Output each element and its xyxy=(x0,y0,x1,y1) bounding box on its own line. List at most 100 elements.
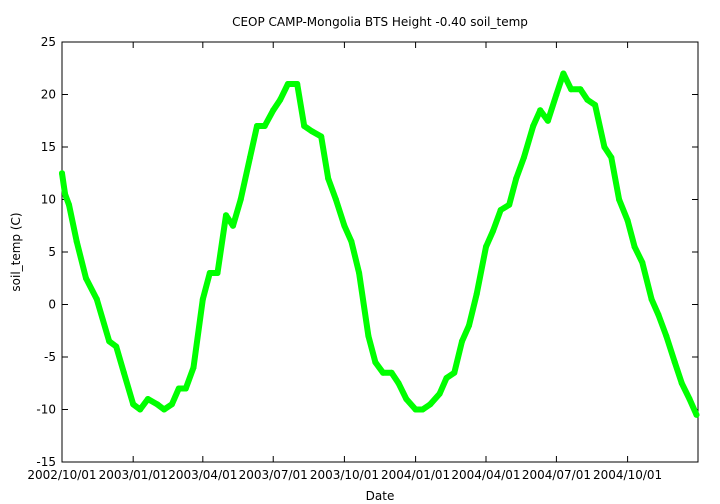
data-point xyxy=(372,359,379,366)
data-point xyxy=(59,170,65,177)
data-point xyxy=(93,296,100,303)
data-point xyxy=(601,144,608,150)
data-point xyxy=(325,175,332,182)
data-point xyxy=(175,385,182,392)
x-tick-label: 2004/07/01 xyxy=(522,468,591,482)
y-tick-label: 5 xyxy=(48,245,56,259)
data-point xyxy=(465,322,472,329)
data-point xyxy=(199,296,206,303)
series-line-soil_temp xyxy=(59,70,700,418)
y-tick-label: -5 xyxy=(44,350,56,364)
y-tick-label: 20 xyxy=(41,88,56,102)
data-point xyxy=(639,259,646,266)
data-point xyxy=(62,191,69,198)
data-point xyxy=(436,390,443,397)
data-point xyxy=(560,70,567,77)
data-point xyxy=(301,123,308,129)
data-point xyxy=(655,312,662,318)
data-point xyxy=(427,401,434,408)
data-point xyxy=(261,123,268,129)
data-point xyxy=(592,102,599,108)
data-point xyxy=(130,401,137,408)
data-point xyxy=(270,107,277,114)
data-point xyxy=(483,243,489,250)
data-point xyxy=(506,201,513,208)
data-point xyxy=(253,123,260,129)
data-point xyxy=(693,411,700,418)
data-point xyxy=(489,228,496,234)
data-point xyxy=(137,406,144,413)
data-point xyxy=(82,275,89,282)
data-point xyxy=(616,196,623,203)
x-tick-label: 2003/04/01 xyxy=(168,468,237,482)
data-point xyxy=(182,385,189,392)
data-point xyxy=(648,296,655,303)
x-tick-label: 2004/10/01 xyxy=(593,468,662,482)
data-point xyxy=(577,86,584,93)
data-point xyxy=(348,238,355,245)
y-tick-label: 25 xyxy=(41,35,56,49)
data-point xyxy=(513,175,520,182)
data-point xyxy=(473,291,480,297)
data-point xyxy=(229,222,236,229)
data-point xyxy=(608,154,615,161)
data-point xyxy=(190,364,197,371)
x-tick-label: 2004/01/01 xyxy=(381,468,450,482)
data-point xyxy=(318,133,325,140)
data-point xyxy=(308,128,315,135)
data-point xyxy=(154,401,161,408)
data-point xyxy=(663,333,670,339)
data-point xyxy=(671,359,678,366)
data-point xyxy=(341,222,348,229)
data-point xyxy=(106,338,113,345)
y-tick-label: 15 xyxy=(41,140,56,154)
y-axis-label: soil_temp (C) xyxy=(9,212,23,291)
data-point xyxy=(678,380,685,387)
data-point xyxy=(388,369,395,376)
data-point xyxy=(537,107,544,114)
data-point xyxy=(451,369,458,376)
data-point xyxy=(412,406,419,413)
data-point xyxy=(459,338,466,345)
data-series xyxy=(59,70,700,418)
x-tick-label: 2003/07/01 xyxy=(239,468,308,482)
chart-title: CEOP CAMP-Mongolia BTS Height -0.40 soil… xyxy=(232,15,528,29)
data-point xyxy=(247,154,254,161)
data-point xyxy=(380,369,387,376)
data-point xyxy=(520,154,527,161)
data-point xyxy=(144,396,151,402)
plot-frame xyxy=(61,41,699,463)
x-tick-label: 2002/10/01 xyxy=(27,468,96,482)
data-point xyxy=(65,201,72,208)
x-tick-label: 2003/01/01 xyxy=(99,468,168,482)
data-point xyxy=(237,196,244,203)
data-point xyxy=(403,396,410,402)
data-point xyxy=(223,212,230,219)
data-point xyxy=(284,81,291,87)
y-tick-label: -10 xyxy=(36,403,56,417)
data-point xyxy=(686,396,693,402)
data-point xyxy=(568,86,575,93)
data-point xyxy=(584,96,591,103)
data-point xyxy=(497,207,504,213)
data-point xyxy=(294,81,301,87)
data-point xyxy=(356,270,363,276)
data-point xyxy=(73,238,80,245)
data-point xyxy=(161,406,168,413)
data-point xyxy=(624,217,631,224)
data-point xyxy=(168,401,175,408)
data-point xyxy=(214,270,221,276)
data-point xyxy=(530,123,537,129)
data-point xyxy=(277,96,284,103)
data-point xyxy=(206,270,213,276)
x-axis-label: Date xyxy=(366,489,395,503)
data-point xyxy=(365,333,372,339)
data-point xyxy=(395,380,402,387)
data-point xyxy=(419,406,426,413)
x-tick-label: 2003/10/01 xyxy=(310,468,379,482)
y-tick-label: 10 xyxy=(41,193,56,207)
data-point xyxy=(120,369,127,376)
y-tick-label: 0 xyxy=(48,298,56,312)
